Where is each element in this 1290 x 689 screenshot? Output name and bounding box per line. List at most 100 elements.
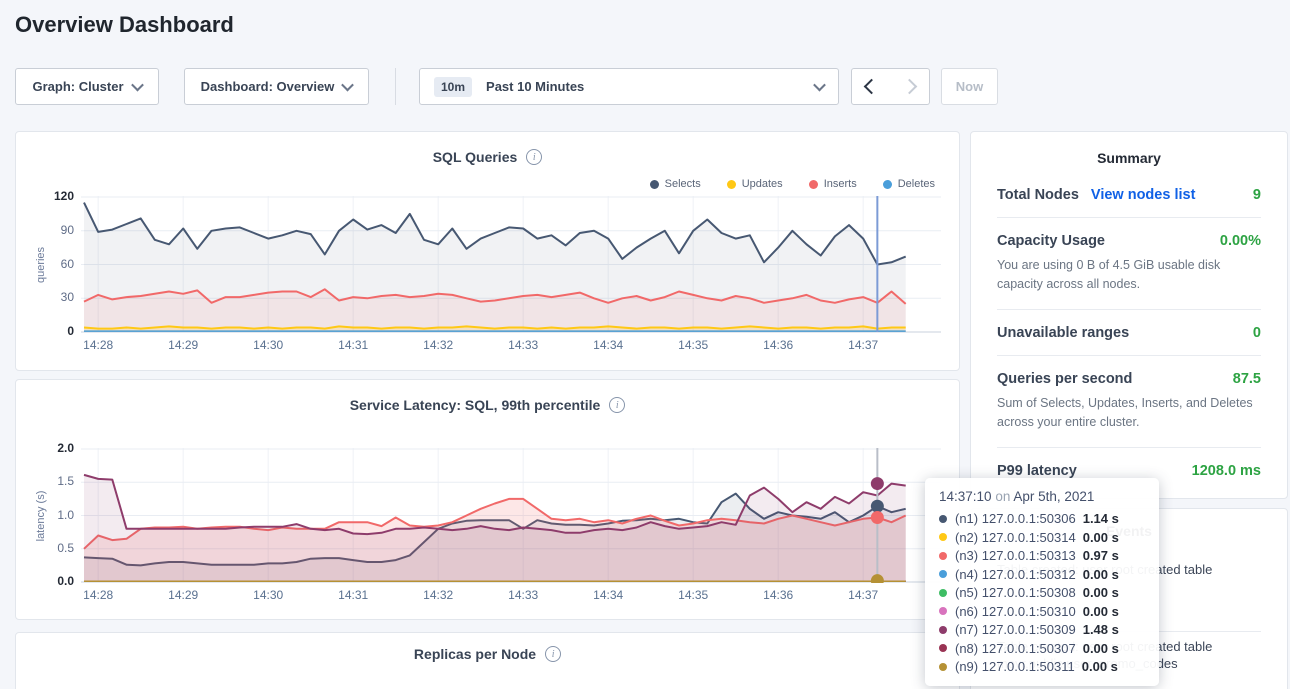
legend-dot-icon	[727, 180, 736, 189]
chevron-down-icon	[341, 79, 354, 92]
x-tick-label: 14:29	[153, 338, 213, 352]
y-tick-label: 90	[16, 223, 74, 237]
chevron-right-icon	[902, 79, 918, 95]
service-latency-plot[interactable]	[81, 448, 941, 588]
x-tick-label: 14:34	[578, 338, 638, 352]
time-prev-button[interactable]	[851, 68, 891, 105]
summary-row-unavailable-ranges: Unavailable ranges 0	[997, 309, 1261, 355]
legend-label: Updates	[742, 178, 783, 190]
x-tick-label: 14:32	[408, 588, 468, 602]
chevron-left-icon	[863, 79, 879, 95]
sql-queries-chart-panel: SQL Queries i Selects Updates Inserts Delet…	[15, 131, 960, 371]
summary-row-total-nodes: Total Nodes View nodes list 9	[997, 172, 1261, 217]
summary-row-value: 0	[1253, 325, 1261, 341]
controls-divider	[395, 68, 396, 105]
x-tick-label: 14:36	[748, 588, 808, 602]
now-button[interactable]: Now	[941, 68, 998, 105]
view-nodes-list-link[interactable]: View nodes list	[1091, 187, 1196, 203]
tooltip-node-row: (n5) 127.0.0.1:503080.00 s	[939, 585, 1145, 600]
chart-title-sql-queries: SQL Queries i	[16, 149, 959, 165]
summary-row-title: Queries per second	[997, 371, 1132, 387]
tooltip-node-value: 0.00 s	[1083, 585, 1119, 600]
overview-dashboard-page: Overview Dashboard Graph: Cluster Dashbo…	[0, 0, 1290, 689]
tooltip-node-value: 1.14 s	[1083, 511, 1119, 526]
legend-dot-icon	[883, 180, 892, 189]
tooltip-node-label: (n9) 127.0.0.1:50311	[955, 659, 1075, 674]
y-tick-label: 2.0	[16, 441, 74, 455]
x-tick-label: 14:37	[833, 588, 893, 602]
node-color-dot-icon	[939, 533, 947, 541]
x-tick-label: 14:30	[238, 338, 298, 352]
summary-title: Summary	[997, 150, 1261, 166]
summary-row-value: 0.00%	[1220, 233, 1261, 249]
tooltip-node-label: (n2) 127.0.0.1:50314	[955, 530, 1076, 545]
node-color-dot-icon	[939, 607, 947, 615]
summary-panel: Summary Total Nodes View nodes list 9 Ca…	[970, 131, 1288, 499]
x-tick-label: 14:29	[153, 588, 213, 602]
time-range-label: Past 10 Minutes	[486, 79, 584, 94]
legend-item-updates[interactable]: Updates	[727, 178, 783, 190]
tooltip-timestamp: 14:37:10 on Apr 5th, 2021	[939, 489, 1145, 504]
tooltip-node-value: 0.00 s	[1083, 567, 1119, 582]
x-tick-label: 14:28	[68, 588, 128, 602]
node-color-dot-icon	[939, 626, 947, 634]
node-color-dot-icon	[939, 570, 947, 578]
y-tick-label: 120	[16, 189, 74, 203]
y-tick-label: 30	[16, 290, 74, 304]
tooltip-node-value: 0.00 s	[1082, 659, 1118, 674]
legend-item-deletes[interactable]: Deletes	[883, 178, 935, 190]
tooltip-node-value: 0.00 s	[1083, 530, 1119, 545]
x-tick-label: 14:34	[578, 588, 638, 602]
x-tick-label: 14:32	[408, 338, 468, 352]
x-tick-label: 14:37	[833, 338, 893, 352]
legend-label: Deletes	[898, 178, 935, 190]
tooltip-node-value: 0.00 s	[1083, 604, 1119, 619]
chart-title-service-latency: Service Latency: SQL, 99th percentile i	[16, 397, 959, 413]
legend-label: Selects	[665, 178, 701, 190]
tooltip-node-row: (n1) 127.0.0.1:503061.14 s	[939, 511, 1145, 526]
page-title: Overview Dashboard	[15, 12, 234, 38]
legend-label: Inserts	[824, 178, 857, 190]
time-next-button[interactable]	[890, 68, 930, 105]
sql-queries-plot[interactable]	[81, 196, 941, 338]
chart-hover-tooltip: 14:37:10 on Apr 5th, 2021 (n1) 127.0.0.1…	[925, 478, 1159, 686]
x-tick-label: 14:28	[68, 338, 128, 352]
node-color-dot-icon	[939, 663, 947, 671]
replicas-per-node-chart-panel: Replicas per Node i	[15, 632, 960, 689]
tooltip-node-row: (n6) 127.0.0.1:503100.00 s	[939, 604, 1145, 619]
tooltip-node-row: (n9) 127.0.0.1:50311 0.00 s	[939, 659, 1145, 674]
y-tick-label: 0	[16, 324, 74, 338]
legend-item-inserts[interactable]: Inserts	[809, 178, 857, 190]
tooltip-node-label: (n8) 127.0.0.1:50307	[955, 641, 1076, 656]
x-axis-labels: 14:2814:2914:3014:3114:3214:3314:3414:35…	[81, 588, 941, 604]
time-preset-badge: 10m	[434, 77, 472, 97]
x-tick-label: 14:35	[663, 588, 723, 602]
summary-row-queries-per-second: Queries per second 87.5 Sum of Selects, …	[997, 355, 1261, 447]
tooltip-node-value: 0.00 s	[1083, 641, 1119, 656]
time-range-picker[interactable]: 10m Past 10 Minutes	[419, 68, 839, 105]
node-color-dot-icon	[939, 644, 947, 652]
y-tick-label: 0.5	[16, 541, 74, 555]
x-tick-label: 14:31	[323, 338, 383, 352]
info-icon[interactable]: i	[526, 149, 542, 165]
tooltip-node-label: (n3) 127.0.0.1:50313	[955, 548, 1076, 563]
summary-row-title: Unavailable ranges	[997, 325, 1129, 341]
info-icon[interactable]: i	[609, 397, 625, 413]
tooltip-node-row: (n2) 127.0.0.1:50314 0.00 s	[939, 530, 1145, 545]
tooltip-node-value: 1.48 s	[1083, 622, 1119, 637]
summary-row-description: You are using 0 B of 4.5 GiB usable disk…	[997, 256, 1261, 295]
tooltip-node-row: (n8) 127.0.0.1:50307 0.00 s	[939, 641, 1145, 656]
y-tick-label: 1.5	[16, 474, 74, 488]
graph-dropdown[interactable]: Graph: Cluster	[15, 68, 159, 105]
x-axis-labels: 14:2814:2914:3014:3114:3214:3314:3414:35…	[81, 338, 941, 354]
dashboard-dropdown[interactable]: Dashboard: Overview	[184, 68, 369, 105]
x-tick-label: 14:36	[748, 338, 808, 352]
graph-dropdown-label: Graph: Cluster	[32, 79, 123, 94]
legend-item-selects[interactable]: Selects	[650, 178, 701, 190]
chevron-down-icon	[131, 79, 144, 92]
x-tick-label: 14:30	[238, 588, 298, 602]
service-latency-chart-panel: Service Latency: SQL, 99th percentile i …	[15, 379, 960, 620]
summary-row-title: Capacity Usage	[997, 233, 1105, 249]
tooltip-node-row: (n7) 127.0.0.1:503091.48 s	[939, 622, 1145, 637]
info-icon[interactable]: i	[545, 646, 561, 662]
